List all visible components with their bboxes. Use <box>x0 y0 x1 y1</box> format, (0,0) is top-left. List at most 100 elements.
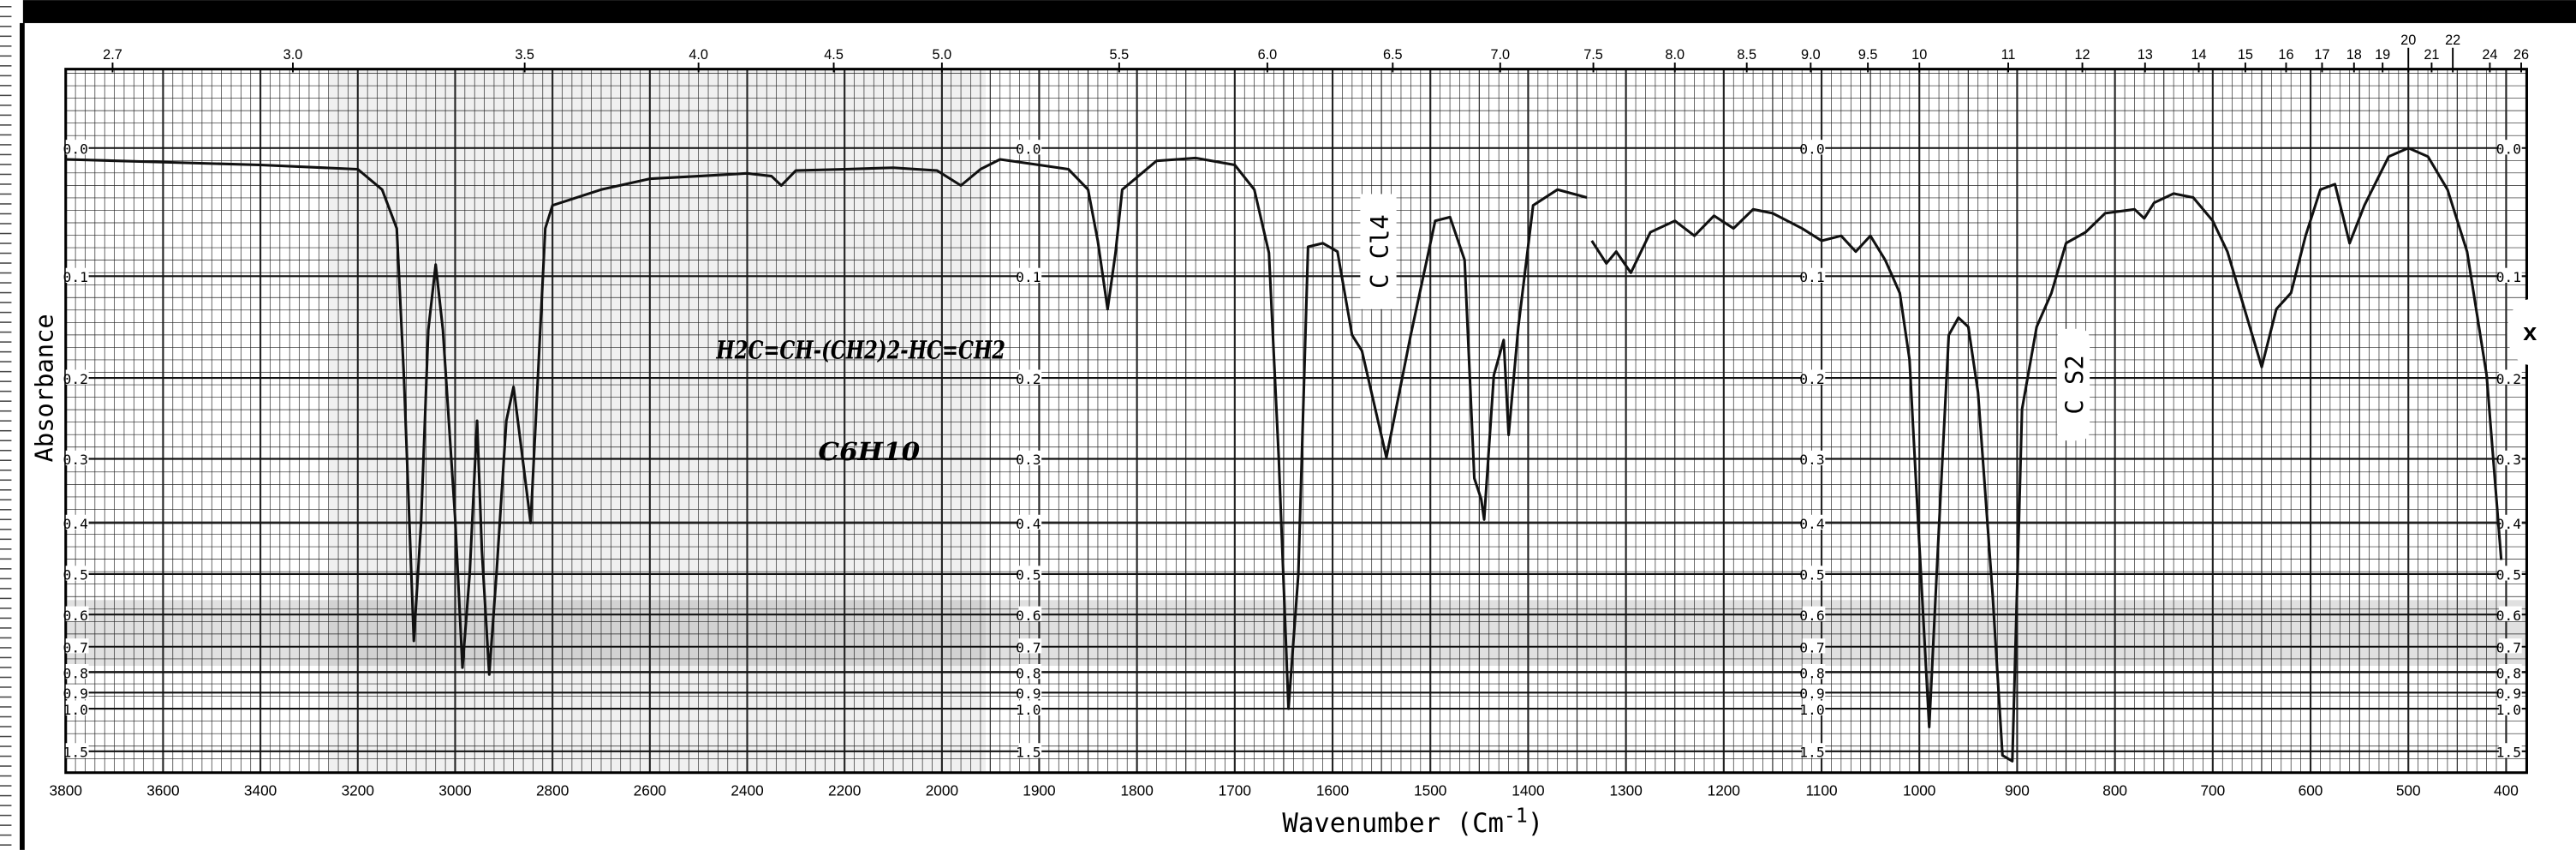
ccl4-label-box <box>1360 194 1397 309</box>
y-tick-label: 0.4 <box>63 516 89 532</box>
y-tick-label-bg <box>1802 566 1826 581</box>
y-tick-label: 1.5 <box>1799 745 1824 761</box>
y-tick-label-bg <box>1802 369 1826 385</box>
y-tick-label: 0.8 <box>1016 665 1041 681</box>
spectrum-line-segment <box>65 156 1588 710</box>
y-tick-label-bg <box>2498 663 2522 679</box>
y-tick-label: 0.0 <box>63 141 88 157</box>
x-axis-label-exponent: -1 <box>1504 805 1528 827</box>
top-tick-label: 7.5 <box>1583 47 1603 63</box>
y-tick-label-bg <box>1018 663 1042 679</box>
x-tick-label: 1400 <box>1512 782 1544 799</box>
y-tick-label-bg <box>1018 743 1042 758</box>
top-tick-label: 4.0 <box>689 47 708 63</box>
top-tick-label: 24 <box>2482 47 2497 63</box>
y-tick-label-bg <box>1018 369 1042 385</box>
top-tick-label: 21 <box>2424 47 2439 63</box>
y-tick-label: 0.7 <box>1016 639 1041 655</box>
y-tick-label-bg <box>1802 140 1826 155</box>
y-tick-label-bg <box>65 638 89 654</box>
top-tick-label: 9.5 <box>1858 47 1878 63</box>
y-tick-label: 0.1 <box>63 269 88 285</box>
x-tick-label: 800 <box>2102 782 2127 799</box>
y-tick-label: 0.8 <box>2496 665 2521 681</box>
y-tick-label-bg <box>2498 140 2522 155</box>
y-tick-label-bg <box>1802 700 1826 715</box>
y-tick-label: 0.2 <box>1799 371 1824 387</box>
top-tick-label: 15 <box>2238 47 2253 63</box>
y-tick-label-bg <box>1018 606 1042 621</box>
x-tick-labels: 3800 3600 3400 3200 3000 2800 2600 2400 2200 2000… <box>50 782 2519 799</box>
top-tick-label: 5.5 <box>1110 47 1130 63</box>
y-tick-label: 0.0 <box>1799 141 1824 157</box>
top-scan-band <box>22 0 2576 23</box>
spectrum-line-segment <box>1590 147 2503 763</box>
dark-scan-shading-left <box>328 69 987 773</box>
top-tick-label: 20 <box>2400 33 2416 48</box>
x-tick-label: 1200 <box>1708 782 1740 799</box>
top-tick-label: 7.0 <box>1490 47 1510 63</box>
y-tick-label-bg <box>65 743 89 758</box>
y-tick-label-bg <box>2498 514 2522 530</box>
x-tick-label: 3000 <box>438 782 471 799</box>
top-tick-label: 3.5 <box>515 47 534 63</box>
y-tick-label-bg <box>1802 514 1826 530</box>
y-tick-label-bg <box>1802 450 1826 466</box>
y-tick-label-bg <box>1018 450 1042 466</box>
y-tick-label: 1.0 <box>1799 702 1824 718</box>
y-tick-label-bg <box>2498 743 2522 758</box>
y-tick-label-bg <box>2498 606 2522 621</box>
y-tick-label: 0.5 <box>1799 567 1824 584</box>
x-tick-label: 2800 <box>536 782 569 799</box>
top-tick-label: 11 <box>2001 47 2016 63</box>
y-tick-label-bg <box>65 700 89 715</box>
x-tick-label: 3800 <box>50 782 82 799</box>
y-tick-label-bg <box>1018 566 1042 581</box>
x-tick-label: 1500 <box>1414 782 1446 799</box>
y-tick-label: 1.5 <box>1016 745 1041 761</box>
y-tick-label: 0.9 <box>1016 685 1041 702</box>
y-tick-label: 0.4 <box>1799 516 1825 532</box>
y-tick-label: 0.4 <box>1016 516 1041 532</box>
y-tick-label-bg <box>1802 638 1826 654</box>
y-tick-label-bg <box>1802 267 1826 283</box>
top-tick-label: 13 <box>2138 47 2153 63</box>
y-tick-label-bg <box>2498 369 2522 385</box>
y-tick-label: 0.7 <box>2496 639 2521 655</box>
top-tick-label: 3.0 <box>283 47 303 63</box>
y-tick-label-bg <box>1802 743 1826 758</box>
x-tick-label: 3400 <box>244 782 277 799</box>
y-tick-label-bg <box>1018 638 1042 654</box>
x-tick-label: 1300 <box>1609 782 1642 799</box>
x-tick-label: 400 <box>2494 782 2519 799</box>
y-tick-label: 0.1 <box>2496 269 2521 285</box>
plot-frame <box>64 68 2528 775</box>
y-tick-label: 0.2 <box>2496 371 2521 387</box>
y-tick-label: 0.8 <box>1799 665 1824 681</box>
y-tick-label-bg <box>65 140 89 155</box>
x-tick-label: 3200 <box>342 782 374 799</box>
top-tick-label: 6.5 <box>1383 47 1403 63</box>
y-tick-label: 0.9 <box>1799 685 1824 702</box>
y-axis-label: Absorbance <box>29 314 58 462</box>
y-tick-label: 0.6 <box>1799 608 1824 624</box>
y-tick-label: 0.3 <box>63 452 88 468</box>
x-tick-label: 1900 <box>1023 782 1055 799</box>
y-tick-label: 0.0 <box>2496 141 2521 157</box>
left-edge-ruler <box>0 6 12 846</box>
y-tick-label-bg <box>1018 140 1042 155</box>
top-tick-label: 16 <box>2278 47 2293 63</box>
top-tick-label: 14 <box>2191 47 2206 63</box>
y-tick-label: 0.7 <box>63 639 88 655</box>
top-tick-label: 4.5 <box>824 47 844 63</box>
x-axis-label-close: ) <box>1528 809 1543 839</box>
y-tick-label-bg <box>65 684 89 699</box>
x-axis-label-main: Wavenumber (Cm <box>1282 809 1504 839</box>
y-tick-label-bg <box>2498 638 2522 654</box>
spectrum-trace <box>65 147 2503 763</box>
y-tick-label: 0.6 <box>1016 608 1041 624</box>
y-tick-label-bg <box>1802 684 1826 699</box>
top-tick-label: 22 <box>2445 33 2460 48</box>
top-tick-label: 18 <box>2346 47 2362 63</box>
